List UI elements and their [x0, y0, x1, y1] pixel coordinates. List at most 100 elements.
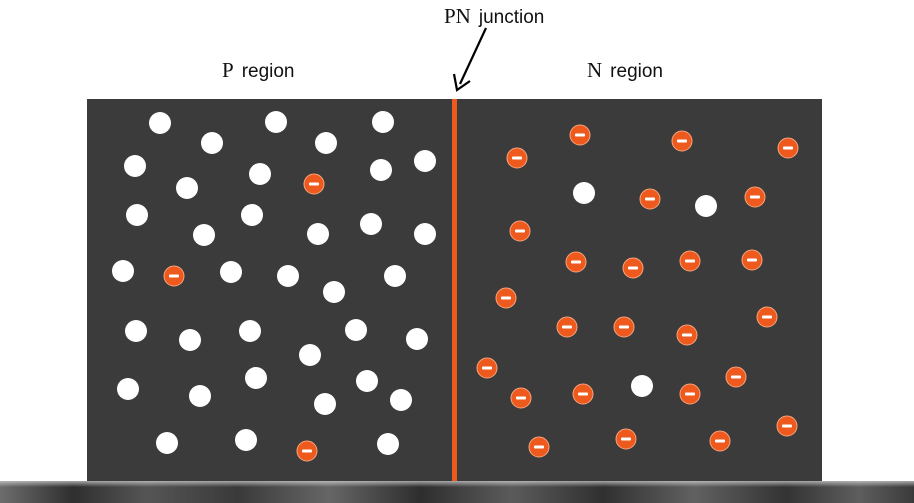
hole-particle	[356, 370, 378, 392]
electron-minus-sign	[302, 449, 312, 453]
electron-particle	[679, 250, 701, 272]
hole-particle	[235, 429, 257, 451]
electron-minus-sign	[685, 392, 695, 396]
electron-minus-sign	[575, 133, 585, 137]
pn-junction-letters: PN	[444, 4, 471, 28]
electron-minus-sign	[783, 146, 793, 150]
hole-particle	[149, 112, 171, 134]
hole-particle	[117, 378, 139, 400]
hole-particle	[249, 163, 271, 185]
electron-minus-sign	[782, 424, 792, 428]
hole-particle	[193, 224, 215, 246]
electron-particle	[741, 249, 763, 271]
electron-particle	[303, 173, 325, 195]
electron-minus-sign	[562, 325, 572, 329]
electron-particle	[671, 130, 693, 152]
hole-particle	[112, 260, 134, 282]
hole-particle	[414, 150, 436, 172]
electron-particle	[613, 316, 635, 338]
hole-particle	[345, 319, 367, 341]
electron-particle	[777, 137, 799, 159]
electron-particle	[776, 415, 798, 437]
electron-minus-sign	[731, 375, 741, 379]
electron-particle	[528, 436, 550, 458]
electron-particle	[725, 366, 747, 388]
hole-particle	[189, 385, 211, 407]
electron-minus-sign	[645, 197, 655, 201]
hole-particle	[315, 132, 337, 154]
electron-particle	[709, 430, 731, 452]
hole-particle	[384, 265, 406, 287]
electron-minus-sign	[482, 366, 492, 370]
electron-particle	[556, 316, 578, 338]
p-region-word: region	[241, 61, 295, 82]
hole-particle	[239, 320, 261, 342]
electron-minus-sign	[516, 396, 526, 400]
hole-particle	[390, 389, 412, 411]
electron-minus-sign	[619, 325, 629, 329]
electron-minus-sign	[747, 258, 757, 262]
hole-particle	[176, 177, 198, 199]
hole-particle	[125, 320, 147, 342]
electron-particle	[509, 220, 531, 242]
electron-minus-sign	[682, 333, 692, 337]
hole-particle	[220, 261, 242, 283]
hole-particle	[360, 213, 382, 235]
n-region-letter: N	[587, 58, 603, 82]
hole-particle	[277, 265, 299, 287]
electron-minus-sign	[621, 437, 631, 441]
hole-particle	[370, 159, 392, 181]
electron-minus-sign	[515, 229, 525, 233]
hole-particle	[126, 204, 148, 226]
electron-particle	[572, 383, 594, 405]
hole-particle	[307, 223, 329, 245]
hole-particle	[179, 329, 201, 351]
electron-minus-sign	[677, 139, 687, 143]
electron-minus-sign	[512, 156, 522, 160]
electron-minus-sign	[501, 296, 511, 300]
hole-particle	[241, 204, 263, 226]
hole-particle	[631, 375, 653, 397]
electron-particle	[622, 257, 644, 279]
p-region-letter: P	[222, 58, 234, 82]
electron-particle	[476, 357, 498, 379]
hole-particle	[299, 344, 321, 366]
hole-particle	[245, 367, 267, 389]
bottom-strip	[0, 481, 914, 503]
electron-particle	[296, 440, 318, 462]
electron-particle	[506, 147, 528, 169]
electron-particle	[756, 306, 778, 328]
electron-minus-sign	[628, 266, 638, 270]
electron-minus-sign	[534, 445, 544, 449]
electron-particle	[569, 124, 591, 146]
electron-minus-sign	[750, 195, 760, 199]
hole-particle	[573, 182, 595, 204]
electron-minus-sign	[169, 274, 179, 278]
pn-junction-label: PN junction	[444, 4, 544, 29]
pn-junction-word: junction	[478, 7, 545, 28]
electron-particle	[510, 387, 532, 409]
hole-particle	[323, 281, 345, 303]
electron-minus-sign	[762, 315, 772, 319]
hole-particle	[124, 155, 146, 177]
electron-particle	[565, 251, 587, 273]
hole-particle	[265, 111, 287, 133]
electron-minus-sign	[715, 439, 725, 443]
hole-particle	[377, 433, 399, 455]
electron-minus-sign	[571, 260, 581, 264]
hole-particle	[406, 328, 428, 350]
electron-particle	[163, 265, 185, 287]
electron-minus-sign	[309, 182, 319, 186]
pn-junction-line	[452, 99, 457, 481]
hole-particle	[201, 132, 223, 154]
electron-particle	[744, 186, 766, 208]
electron-particle	[495, 287, 517, 309]
hole-particle	[314, 393, 336, 415]
electron-particle	[639, 188, 661, 210]
hole-particle	[695, 195, 717, 217]
n-region-word: region	[610, 61, 663, 82]
junction-arrow-icon	[452, 27, 487, 92]
